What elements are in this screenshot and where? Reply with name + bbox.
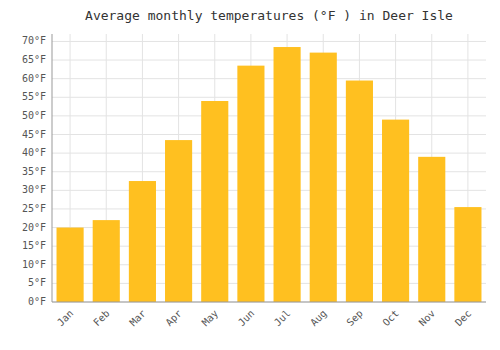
bars	[57, 47, 482, 302]
x-tick-label: Oct	[380, 308, 401, 329]
grid	[52, 34, 486, 302]
x-tick-label: Jun	[236, 308, 257, 329]
y-tick-label: 40°F	[22, 147, 46, 158]
bar	[310, 53, 337, 302]
y-axis-line	[52, 34, 53, 302]
y-grid-line	[52, 302, 486, 303]
y-tick-label: 15°F	[22, 240, 46, 251]
bar	[454, 207, 481, 302]
x-tick-label: Dec	[453, 308, 474, 329]
y-tick-label: 25°F	[22, 203, 46, 214]
x-tick-label: Feb	[91, 308, 112, 329]
y-grid-line	[52, 115, 486, 116]
y-tick-label: 55°F	[22, 91, 46, 102]
bar	[237, 66, 264, 302]
y-tick-label: 20°F	[22, 222, 46, 233]
y-grid-line	[52, 134, 486, 135]
y-tick-label: 10°F	[22, 259, 46, 270]
bar	[418, 157, 445, 302]
bar	[129, 181, 156, 302]
x-tick-label: May	[200, 308, 221, 329]
bar	[165, 140, 192, 302]
x-tick-label: Mar	[127, 308, 148, 329]
y-tick-label: 50°F	[22, 110, 46, 121]
y-tick-label: 5°F	[28, 277, 46, 288]
x-tick-label: Aug	[308, 308, 329, 329]
y-tick-label: 60°F	[22, 73, 46, 84]
x-axis-line	[52, 302, 486, 303]
bar	[57, 228, 84, 302]
x-tick-label: Jul	[272, 308, 293, 329]
x-tick-label: Jan	[55, 308, 76, 329]
y-tick-label: 0°F	[28, 296, 46, 307]
y-grid-line	[52, 153, 486, 154]
x-tick-label: Nov	[417, 308, 438, 329]
y-tick-label: 70°F	[22, 35, 46, 46]
bar	[93, 220, 120, 302]
bar	[201, 101, 228, 302]
y-grid-line	[52, 41, 486, 42]
axes	[52, 34, 486, 302]
bar	[382, 120, 409, 302]
x-tick-label: Apr	[163, 308, 184, 329]
y-grid-line	[52, 78, 486, 79]
y-grid-line	[52, 97, 486, 98]
bar	[346, 81, 373, 302]
bar	[274, 47, 301, 302]
title: Average monthly temperatures (°F ) in De…	[85, 8, 453, 23]
y-tick-label: 65°F	[22, 54, 46, 65]
x-tick-labels: Jan Feb Mar Apr May Jun Jul Aug Sep Oct Nov Dec	[55, 308, 473, 329]
x-tick-label: Sep	[344, 308, 365, 329]
y-tick-label: 30°F	[22, 184, 46, 195]
y-tick-label: 45°F	[22, 129, 46, 140]
y-tick-label: 35°F	[22, 166, 46, 177]
y-grid-line	[52, 60, 486, 61]
chart: 0°F 5°F 10°F 15°F 20°F 25°F 30°F 35°F 40°F 45°F 50…	[0, 0, 500, 350]
page: {"chart_data": {"type": "bar", "title": …	[0, 0, 500, 350]
y-tick-labels: 0°F 5°F 10°F 15°F 20°F 25°F 30°F 35°F 40°F 45°F 50…	[22, 35, 46, 307]
